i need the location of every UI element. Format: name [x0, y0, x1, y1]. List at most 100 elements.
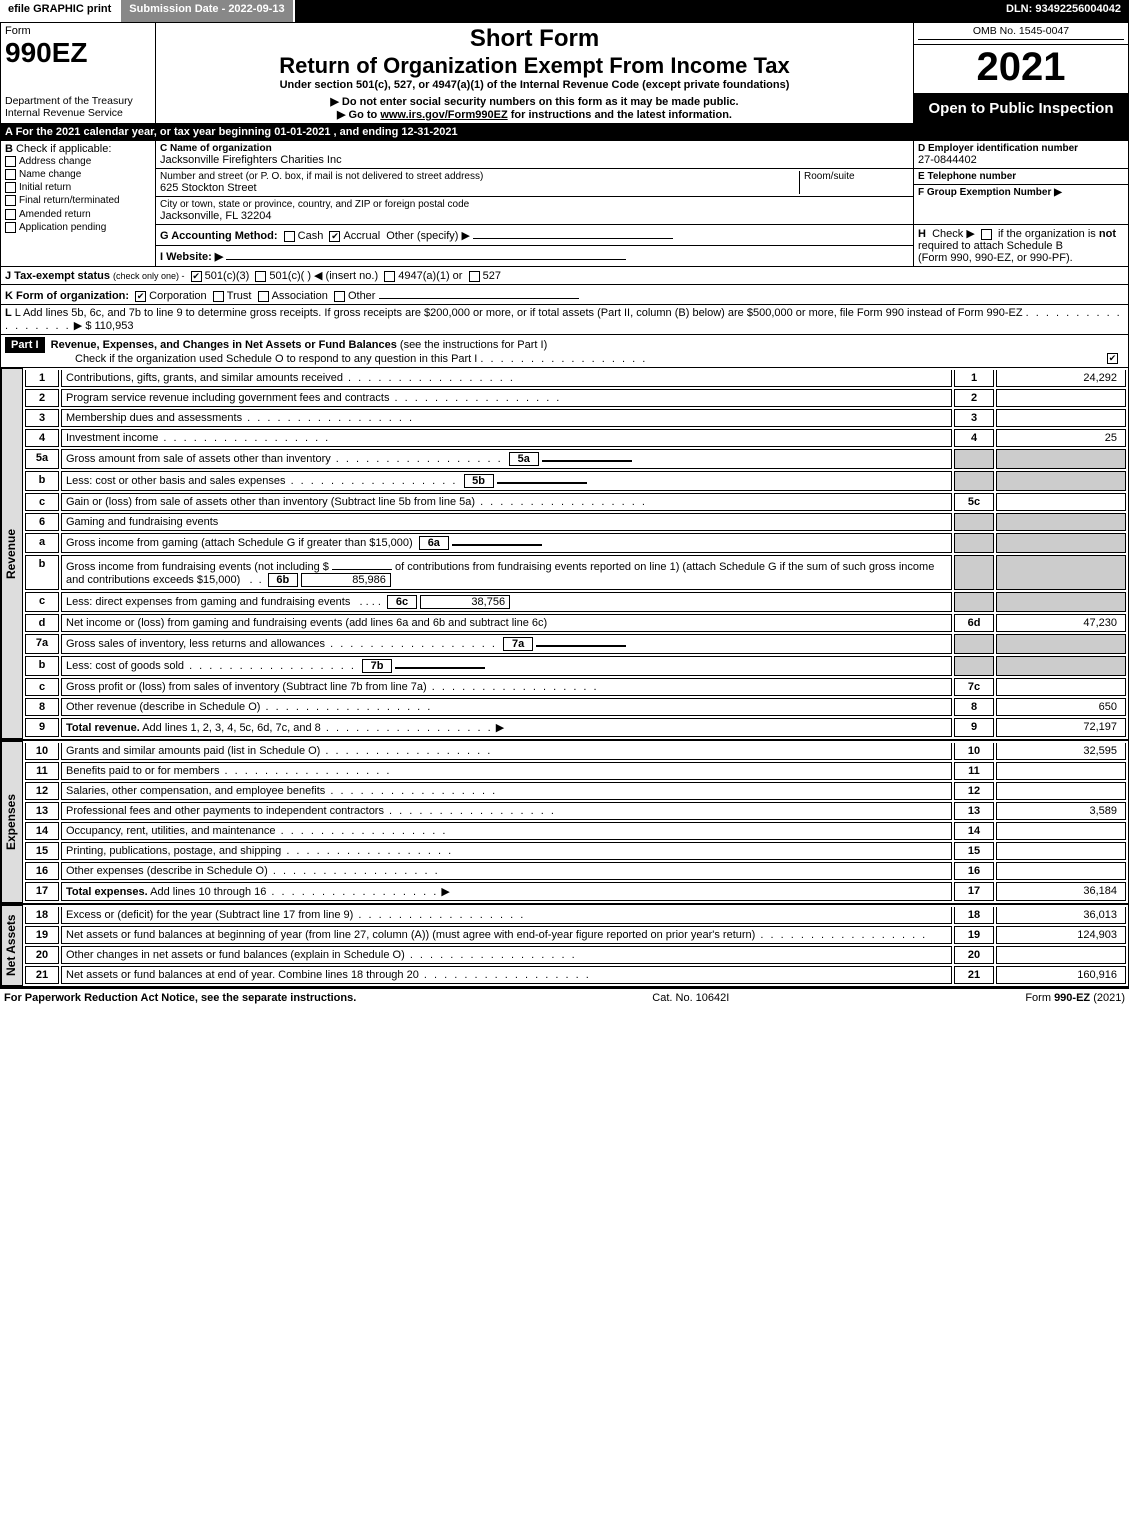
ln2-v	[996, 389, 1126, 407]
chk-accrual[interactable]: ✔	[329, 231, 340, 242]
ln3-n: 3	[25, 409, 59, 427]
chk-527[interactable]	[469, 271, 480, 282]
chk-h[interactable]	[981, 229, 992, 240]
ln9-r: 9	[954, 718, 994, 737]
ln7a-r	[954, 634, 994, 654]
chk-initial[interactable]	[5, 182, 16, 193]
tax-year: 2021	[918, 47, 1124, 87]
irs-link[interactable]: www.irs.gov/Form990EZ	[380, 109, 507, 121]
ln7a-n: 7a	[25, 634, 59, 654]
other-specify[interactable]	[473, 227, 673, 239]
kother-specify[interactable]	[379, 287, 579, 299]
top-bar: efile GRAPHIC print Submission Date - 20…	[0, 0, 1129, 22]
chk-501c3[interactable]: ✔	[191, 271, 202, 282]
footer-left: For Paperwork Reduction Act Notice, see …	[4, 992, 356, 1004]
ln15-r: 15	[954, 842, 994, 860]
chk-assoc[interactable]	[258, 291, 269, 302]
vtab-expenses: Expenses	[1, 741, 23, 903]
ln5c-r: 5c	[954, 493, 994, 511]
ln6b-sv: 85,986	[301, 573, 391, 587]
box-h-cell: H Check ▶ if the organization is not req…	[914, 225, 1129, 267]
ln12-t: Salaries, other compensation, and employ…	[61, 782, 952, 800]
g-label: G Accounting Method:	[160, 230, 278, 242]
ln19-r: 19	[954, 926, 994, 944]
ln5a-sv	[542, 460, 632, 462]
dept-cell: Department of the Treasury Internal Reve…	[1, 93, 156, 124]
box-b: B Check if applicable: Address change Na…	[1, 141, 156, 267]
lbl-amended: Amended return	[19, 209, 91, 220]
ln12-n: 12	[25, 782, 59, 800]
ln18-n: 18	[25, 907, 59, 924]
org-name: Jacksonville Firefighters Charities Inc	[160, 154, 909, 166]
ln19-v: 124,903	[996, 926, 1126, 944]
ln20-n: 20	[25, 946, 59, 964]
street-value: 625 Stockton Street	[160, 182, 799, 194]
chk-pending[interactable]	[5, 222, 16, 233]
netasset-lines: 18Excess or (deficit) for the year (Subt…	[23, 905, 1128, 986]
ln7b-n: b	[25, 656, 59, 676]
lbl-address: Address change	[19, 156, 91, 167]
ln17-n: 17	[25, 882, 59, 901]
chk-4947[interactable]	[384, 271, 395, 282]
chk-kother[interactable]	[334, 291, 345, 302]
ln20-r: 20	[954, 946, 994, 964]
lbl-accrual: Accrual	[343, 230, 380, 242]
ln10-n: 10	[25, 743, 59, 760]
website-value[interactable]	[226, 248, 626, 260]
lbl-cash: Cash	[298, 230, 324, 242]
form-word: Form	[5, 25, 151, 37]
chk-part1-o[interactable]: ✔	[1107, 353, 1118, 364]
chk-amended[interactable]	[5, 209, 16, 220]
ln6c-r	[954, 592, 994, 612]
ln6d-v: 47,230	[996, 614, 1126, 632]
ln9-v: 72,197	[996, 718, 1126, 737]
ln15-t: Printing, publications, postage, and shi…	[61, 842, 952, 860]
footer-cat: Cat. No. 10642I	[652, 992, 729, 1004]
chk-trust[interactable]	[213, 291, 224, 302]
ln16-t: Other expenses (describe in Schedule O)	[61, 862, 952, 880]
ln21-v: 160,916	[996, 966, 1126, 984]
ln4-t: Investment income	[61, 429, 952, 447]
i-label: I Website: ▶	[160, 251, 223, 263]
ln13-r: 13	[954, 802, 994, 820]
ein-value: 27-0844402	[918, 154, 1124, 166]
ln6c-n: c	[25, 592, 59, 612]
ln16-n: 16	[25, 862, 59, 880]
chk-name[interactable]	[5, 169, 16, 180]
chk-501c[interactable]	[255, 271, 266, 282]
year-cell: 2021	[914, 44, 1129, 93]
box-i-cell: I Website: ▶	[156, 246, 914, 267]
part1-checkline: Check if the organization used Schedule …	[75, 353, 477, 365]
ln20-v	[996, 946, 1126, 964]
e-label: E Telephone number	[918, 171, 1124, 182]
ln12-r: 12	[954, 782, 994, 800]
f-label: F Group Exemption Number ▶	[918, 187, 1124, 198]
lbl-corp: Corporation	[149, 290, 206, 302]
ln5b-r	[954, 471, 994, 491]
city-label: City or town, state or province, country…	[160, 199, 909, 210]
ln6-r	[954, 513, 994, 531]
chk-address[interactable]	[5, 156, 16, 167]
omb-cell: OMB No. 1545-0047	[914, 23, 1129, 45]
ln6c-sn: 6c	[387, 595, 417, 609]
ln5c-t: Gain or (loss) from sale of assets other…	[61, 493, 952, 511]
ln18-t: Excess or (deficit) for the year (Subtra…	[61, 907, 952, 924]
ln6b-r	[954, 555, 994, 590]
d-label: D Employer identification number	[918, 143, 1124, 154]
ln5b-t: Less: cost or other basis and sales expe…	[61, 471, 952, 491]
ln1-r: 1	[954, 370, 994, 387]
chk-cash[interactable]	[284, 231, 295, 242]
note-goto: ▶ Go to www.irs.gov/Form990EZ for instru…	[160, 108, 909, 121]
box-def: D Employer identification number 27-0844…	[914, 141, 1129, 225]
ln6c-v	[996, 592, 1126, 612]
chk-final[interactable]	[5, 195, 16, 206]
ln4-n: 4	[25, 429, 59, 447]
part1-header-row: Part I Revenue, Expenses, and Changes in…	[1, 335, 1129, 368]
ln6b-v	[996, 555, 1126, 590]
k-label: K Form of organization:	[5, 290, 129, 302]
omb-number: OMB No. 1545-0047	[918, 25, 1124, 40]
note2-pre: ▶ Go to	[337, 109, 380, 121]
chk-corp[interactable]: ✔	[135, 291, 146, 302]
ln17-v: 36,184	[996, 882, 1126, 901]
section-a: A For the 2021 calendar year, or tax yea…	[1, 124, 1129, 141]
